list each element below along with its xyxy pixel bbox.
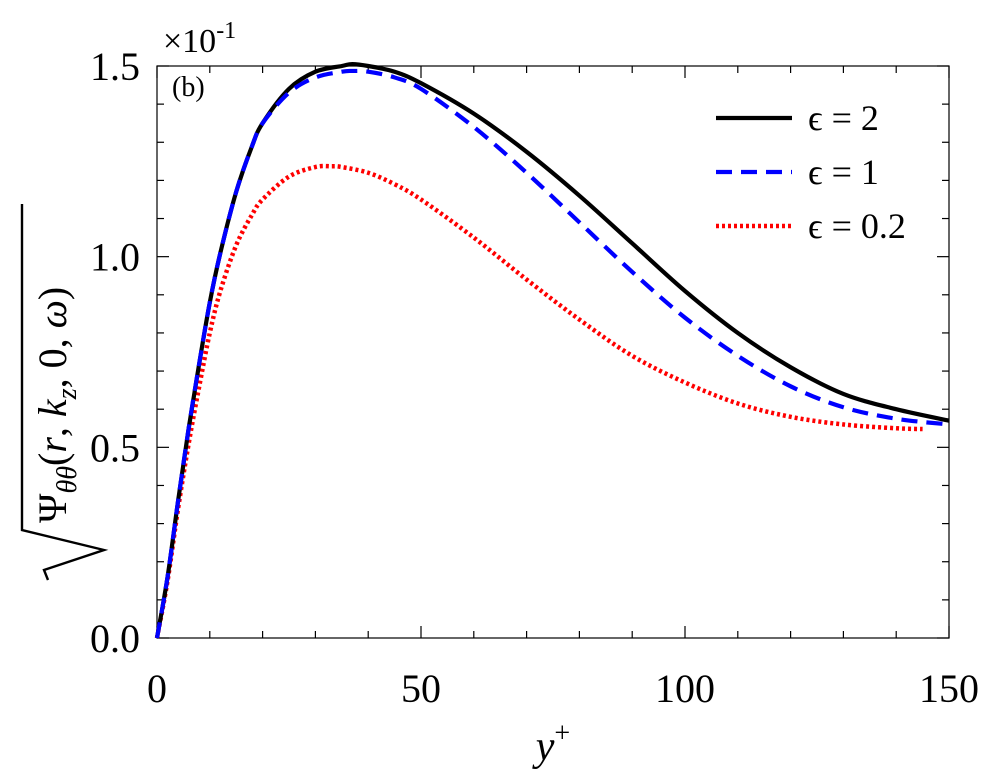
y-label-part: , 0,: [30, 328, 75, 388]
x-axis-label-sup: +: [554, 718, 570, 749]
x-tick-label: 100: [655, 666, 715, 711]
y-tick-label: 1.5: [90, 44, 140, 89]
legend-label: ϵ = 1: [808, 152, 879, 192]
x-tick-label: 150: [919, 666, 979, 711]
legend: ϵ = 2 ϵ = 1 ϵ = 0.2: [716, 98, 906, 246]
sqrt-symbol: [20, 204, 109, 581]
y-tick-label: 0.0: [90, 616, 140, 661]
y-tick-label: 1.0: [90, 235, 140, 280]
y-label-part: (: [30, 453, 75, 466]
legend-label: ϵ = 2: [808, 98, 879, 138]
y-label-subscript: θθ: [52, 466, 83, 494]
legend-label: ϵ = 0.2: [808, 206, 906, 246]
y-label-part: ,: [30, 417, 75, 437]
x-axis-label-base: y: [532, 724, 555, 770]
series-layer: [154, 61, 950, 639]
series-line-dashed: [154, 68, 950, 639]
multiplier-exponent: -1: [216, 18, 236, 44]
y-axis-multiplier: ×10-1: [163, 18, 236, 60]
y-label-part: k: [30, 398, 75, 417]
y-axis-label-text: Ψθθ(r, kz, 0, ω): [30, 287, 83, 523]
series-line-solid: [154, 61, 950, 639]
multiplier-base: ×10: [163, 23, 216, 60]
y-label-part: z: [52, 388, 83, 400]
panel-label: (b): [172, 72, 205, 103]
plot-frame: [156, 65, 950, 639]
y-label-part: ω: [30, 300, 75, 328]
y-axis-label: Ψθθ(r, kz, 0, ω): [20, 204, 109, 581]
y-tick-label: 0.5: [90, 425, 140, 470]
x-tick-label: 50: [401, 666, 441, 711]
y-label-psi: Ψ: [30, 493, 75, 523]
x-tick-label: 0: [147, 666, 167, 711]
x-tick-labels: 0 50 100 150: [147, 666, 979, 711]
series-line-dotted: [154, 163, 923, 639]
y-label-part: ): [30, 287, 75, 300]
y-label-part: r: [30, 437, 75, 453]
x-axis-label: y+: [532, 718, 570, 770]
y-tick-labels: 0.0 0.5 1.0 1.5: [90, 44, 140, 661]
